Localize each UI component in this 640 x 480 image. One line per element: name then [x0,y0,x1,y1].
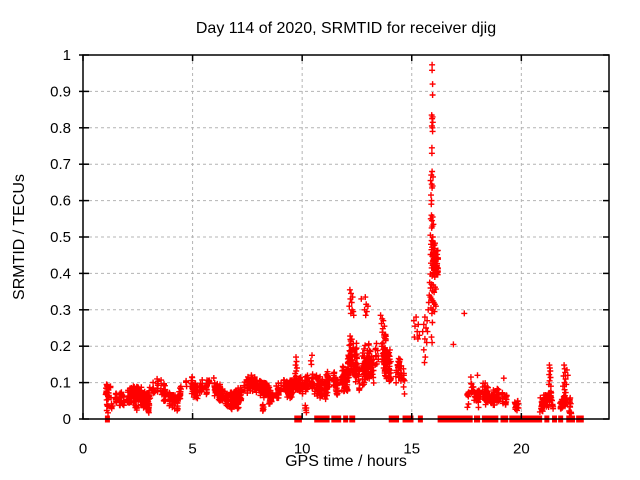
grid-lines [83,55,609,419]
x-axis-label: GPS time / hours [285,453,407,470]
tick-labels: 0 5 10 15 20 0 0.1 0.2 0.3 0.4 0.5 0.6 0.7 0.8 0.9 1 [50,47,530,457]
x-tick-label: 15 [403,440,420,457]
data-points [102,61,575,417]
y-tick-label: 0.2 [50,338,71,355]
chart-title: Day 114 of 2020, SRMTID for receiver dji… [196,20,496,37]
x-tick-label: 0 [79,440,87,457]
y-tick-label: 0.4 [50,265,71,282]
y-tick-label: 1 [63,47,71,64]
x-tick-label: 20 [513,440,530,457]
y-tick-label: 0 [63,411,71,428]
y-tick-label: 0.6 [50,193,71,210]
y-tick-label: 0.8 [50,120,71,137]
x-tick-label: 5 [188,440,196,457]
y-tick-label: 0.5 [50,229,71,246]
y-tick-label: 0.1 [50,375,71,392]
y-tick-label: 0.9 [50,83,71,100]
x-tick-label: 10 [294,440,311,457]
y-tick-label: 0.3 [50,302,71,319]
axes-and-ticks [79,54,610,420]
y-tick-label: 0.7 [50,156,71,173]
y-axis-label: SRMTID / TECUs [11,174,28,300]
